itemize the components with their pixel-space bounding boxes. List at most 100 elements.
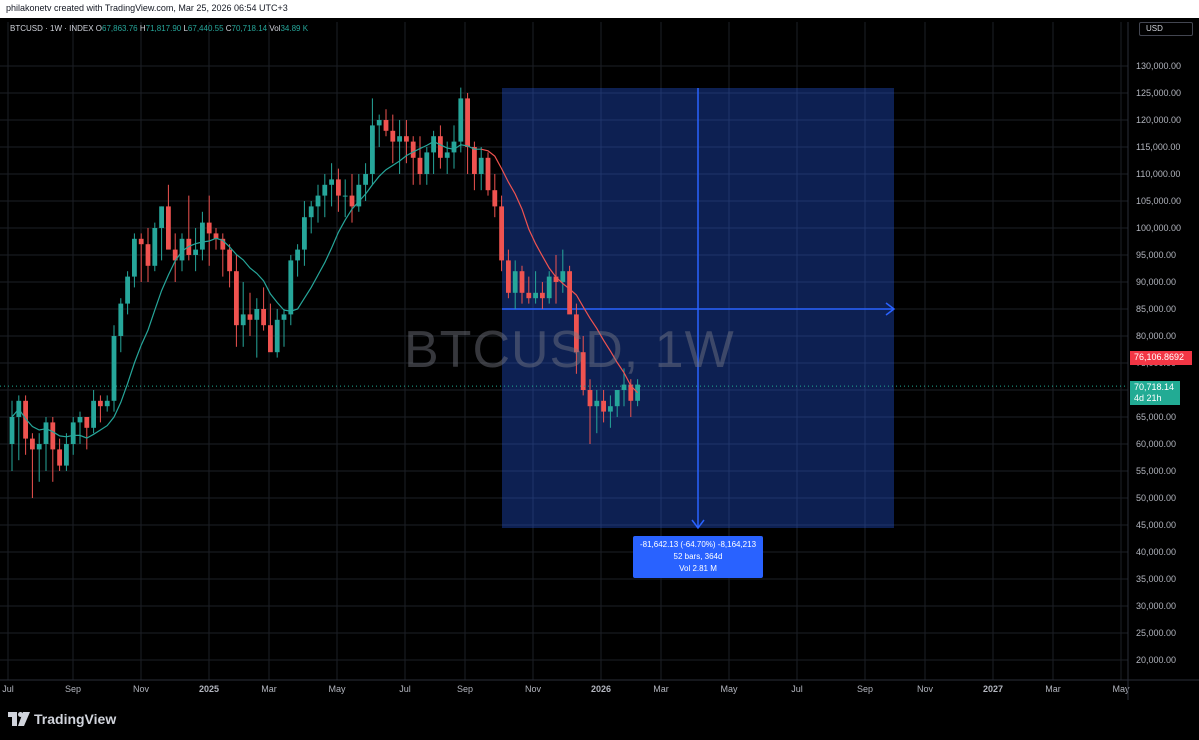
candle-body — [172, 249, 178, 261]
price-axis-label: 50,000.00 — [1136, 493, 1176, 503]
attribution-text: philakonetv created with TradingView.com… — [6, 3, 288, 13]
candle-body — [410, 141, 416, 158]
candle-body — [200, 222, 205, 250]
candle-body — [376, 120, 382, 126]
candle-body — [363, 174, 368, 185]
candle-body — [540, 292, 545, 299]
volume-label: Vol — [269, 24, 281, 33]
candle-body — [526, 292, 532, 299]
time-axis-label: Mar — [653, 684, 669, 694]
measure-h-arrow-icon — [885, 302, 896, 316]
candle-body — [268, 325, 273, 353]
footer: TradingView — [0, 700, 1199, 740]
price-axis-label: 40,000.00 — [1136, 547, 1176, 557]
time-axis-label: Nov — [133, 684, 150, 694]
time-axis-label: Jul — [791, 684, 803, 694]
chart-area[interactable] — [0, 18, 1199, 700]
candle-body — [451, 141, 457, 153]
candle-body — [512, 271, 518, 293]
candle-body — [261, 309, 266, 326]
candle-body — [553, 276, 559, 282]
moving-average-line-falling — [481, 148, 639, 394]
candle-body — [254, 309, 260, 320]
price-axis-label: 45,000.00 — [1136, 520, 1176, 530]
time-axis-label: 2026 — [591, 684, 611, 694]
candle-body — [77, 417, 83, 423]
volume-value: 34.89 K — [280, 24, 309, 33]
candle-body — [506, 260, 511, 293]
candle-body — [227, 249, 232, 272]
candle-body — [322, 184, 328, 196]
candle-body — [546, 276, 552, 299]
candle-body — [91, 400, 96, 428]
candle-body — [608, 406, 613, 412]
candle-body — [166, 206, 171, 250]
candle-body — [43, 422, 49, 444]
price-axis-label: 115,000.00 — [1136, 142, 1180, 152]
tradingview-brand: TradingView — [34, 711, 117, 727]
candle-body — [370, 125, 375, 174]
price-axis-label: 20,000.00 — [1136, 655, 1176, 665]
candle-body — [302, 217, 307, 250]
time-axis-label: May — [720, 684, 738, 694]
tradingview-logo[interactable]: TradingView — [8, 711, 116, 727]
candle-body — [478, 157, 484, 174]
candle-body — [431, 136, 436, 153]
high-value: 71,817.90 — [145, 24, 182, 33]
candle-body — [444, 152, 450, 158]
last-price-tag: 70,718.14 4d 21h — [1130, 381, 1180, 405]
candle-body — [30, 438, 35, 450]
candle-body — [179, 238, 185, 261]
candle-body — [36, 444, 42, 450]
candle-body — [621, 384, 627, 390]
symbol-label[interactable]: BTCUSD · 1W · INDEX — [10, 24, 94, 33]
candle-body — [349, 195, 355, 207]
candle-body — [295, 249, 300, 261]
open-value: 67,863.76 — [102, 24, 138, 33]
price-axis-label: 90,000.00 — [1136, 277, 1176, 287]
measure-bars: 52 bars, 364d — [673, 552, 723, 561]
price-axis-label: 60,000.00 — [1136, 439, 1176, 449]
time-axis-label: 2025 — [199, 684, 219, 694]
candle-body — [132, 238, 137, 277]
candle-body — [213, 233, 219, 239]
candle-body — [288, 260, 294, 315]
measure-volume: Vol 2.81 M — [679, 564, 717, 573]
time-axis-label: 2027 — [983, 684, 1003, 694]
open-label: O — [95, 24, 103, 33]
time-axis-label: Sep — [65, 684, 81, 694]
time-axis-label: Nov — [917, 684, 934, 694]
candle-body — [111, 336, 117, 401]
candle-body — [64, 444, 69, 466]
ma-price-tag: 76,106.8692 — [1130, 351, 1192, 365]
candle-body — [601, 400, 606, 412]
ohlc-legend: BTCUSD · 1W · INDEX O67,863.76 H71,817.9… — [10, 24, 308, 33]
price-axis-label: 100,000.00 — [1136, 223, 1181, 233]
candle-body — [274, 319, 280, 353]
price-chart[interactable]: 130,000.00 125,000.00 120,000.00 115,000.00… — [0, 0, 1199, 700]
candle-body — [424, 152, 430, 174]
candle-body — [329, 179, 334, 185]
candle-body — [574, 314, 579, 353]
candle-body — [417, 157, 423, 174]
candle-body — [118, 303, 124, 336]
candle-body — [458, 98, 464, 142]
candle-body — [247, 314, 253, 320]
candle-body — [138, 238, 144, 245]
candle-body — [240, 314, 246, 326]
time-axis-label: Sep — [457, 684, 473, 694]
candle-body — [281, 314, 287, 320]
close-value: 70,718.14 — [231, 24, 268, 33]
currency-button[interactable]: USD — [1139, 22, 1193, 36]
symbol-watermark: BTCUSD, 1W — [404, 321, 735, 379]
price-axis-label: 125,000.00 — [1136, 88, 1181, 98]
candle-body — [145, 244, 151, 266]
candle-body — [614, 390, 620, 407]
candle-body — [383, 120, 389, 131]
candle-body — [159, 206, 164, 228]
candle-body — [84, 417, 90, 428]
moving-average-line — [11, 140, 482, 439]
candle-body — [397, 136, 402, 142]
tradingview-logo-icon — [8, 712, 30, 726]
candle-body — [390, 130, 396, 142]
